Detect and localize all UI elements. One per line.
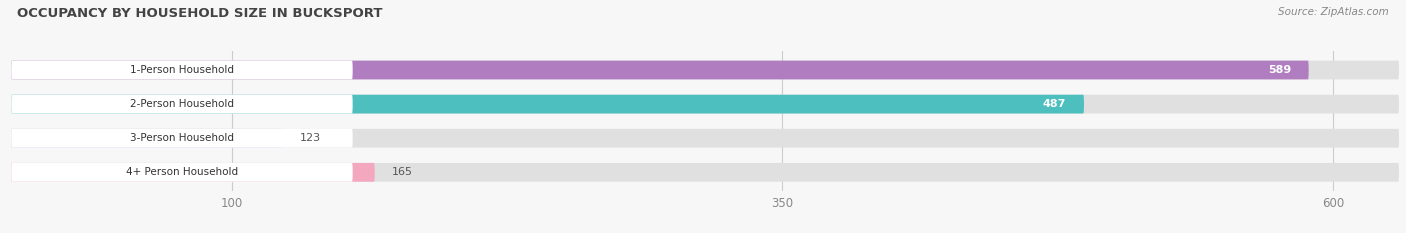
Text: 589: 589 (1268, 65, 1291, 75)
FancyBboxPatch shape (11, 163, 353, 182)
FancyBboxPatch shape (11, 95, 1084, 113)
Text: OCCUPANCY BY HOUSEHOLD SIZE IN BUCKSPORT: OCCUPANCY BY HOUSEHOLD SIZE IN BUCKSPORT (17, 7, 382, 20)
FancyBboxPatch shape (11, 95, 1399, 113)
FancyBboxPatch shape (11, 61, 1399, 79)
FancyBboxPatch shape (11, 129, 353, 147)
FancyBboxPatch shape (11, 129, 1399, 147)
Text: 123: 123 (299, 133, 321, 143)
FancyBboxPatch shape (11, 61, 353, 79)
Text: 487: 487 (1043, 99, 1066, 109)
FancyBboxPatch shape (11, 95, 353, 113)
FancyBboxPatch shape (11, 129, 283, 147)
FancyBboxPatch shape (11, 163, 1399, 182)
FancyBboxPatch shape (11, 163, 374, 182)
Text: 165: 165 (392, 167, 413, 177)
Text: 1-Person Household: 1-Person Household (129, 65, 233, 75)
Text: Source: ZipAtlas.com: Source: ZipAtlas.com (1278, 7, 1389, 17)
FancyBboxPatch shape (11, 61, 1309, 79)
Text: 2-Person Household: 2-Person Household (129, 99, 233, 109)
Text: 4+ Person Household: 4+ Person Household (127, 167, 238, 177)
Text: 3-Person Household: 3-Person Household (129, 133, 233, 143)
